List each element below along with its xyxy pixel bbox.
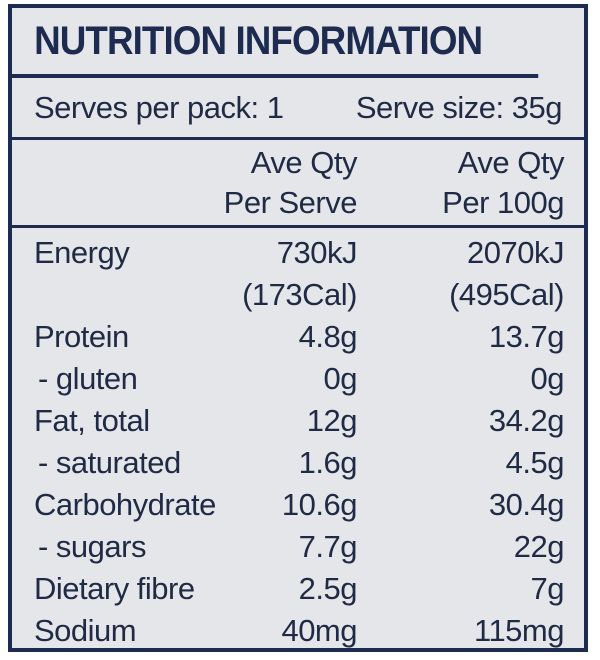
per-100g-value: 22g bbox=[513, 529, 565, 564]
row-sodium: Sodium 40mg 115mg bbox=[12, 610, 584, 652]
nutrient-rows: Energy 730kJ (173Cal) 2070kJ (495Cal) Pr… bbox=[12, 228, 584, 652]
per-100g-value: 2070kJ (495Cal) bbox=[357, 232, 564, 316]
nutrient-label: Carbohydrate bbox=[34, 487, 216, 522]
per-100g-value: 34.2g bbox=[488, 403, 565, 438]
nutrition-panel: NUTRITION INFORMATION Serves per pack: 1… bbox=[8, 4, 588, 652]
header-per-serve-line1: Ave Qty bbox=[250, 144, 358, 180]
row-carbohydrate: Carbohydrate 10.6g 30.4g bbox=[12, 484, 584, 526]
header-per-100g: Ave Qty Per 100g bbox=[357, 143, 564, 223]
per-100g-value: 7g bbox=[530, 571, 565, 606]
per-100g-value: 4.5g bbox=[505, 445, 565, 480]
nutrient-label: Fat, total bbox=[34, 403, 150, 438]
nutrient-label: - gluten bbox=[38, 361, 138, 396]
nutrient-label: Sodium bbox=[34, 613, 137, 648]
row-energy: Energy 730kJ (173Cal) 2070kJ (495Cal) bbox=[12, 232, 584, 316]
per-serve-value-kj: 730kJ bbox=[276, 235, 358, 270]
nutrient-label: - sugars bbox=[38, 529, 146, 564]
per-serve-value: 0g bbox=[323, 361, 358, 396]
per-serve-value: 10.6g bbox=[281, 487, 358, 522]
per-serve-value: 4.8g bbox=[298, 319, 358, 354]
per-serve-value: 40mg bbox=[281, 613, 357, 648]
per-100g-value: 30.4g bbox=[488, 487, 565, 522]
per-100g-value: 115mg bbox=[474, 613, 565, 648]
serves-per-pack: Serves per pack: 1 bbox=[34, 89, 284, 125]
panel-title: NUTRITION INFORMATION bbox=[12, 8, 539, 78]
per-serve-value: 730kJ (173Cal) bbox=[207, 232, 357, 316]
per-100g-value-cal: (495Cal) bbox=[449, 277, 564, 312]
nutrient-label: Energy bbox=[34, 235, 130, 270]
column-header-row: Ave Qty Per Serve Ave Qty Per 100g bbox=[12, 140, 584, 228]
row-sugars: - sugars 7.7g 22g bbox=[12, 526, 584, 568]
row-saturated: - saturated 1.6g 4.5g bbox=[12, 442, 584, 484]
header-per-100g-line2: Per 100g bbox=[442, 184, 564, 220]
nutrient-label: Protein bbox=[34, 319, 129, 354]
row-dietary-fibre: Dietary fibre 2.5g 7g bbox=[12, 568, 584, 610]
per-100g-value: 13.7g bbox=[488, 319, 565, 354]
serving-info-row: Serves per pack: 1 Serve size: 35g bbox=[12, 78, 584, 140]
per-serve-value-cal: (173Cal) bbox=[242, 277, 357, 312]
nutrient-label: Dietary fibre bbox=[34, 571, 195, 606]
per-100g-value: 0g bbox=[530, 361, 565, 396]
header-per-serve: Ave Qty Per Serve bbox=[207, 143, 358, 223]
row-fat-total: Fat, total 12g 34.2g bbox=[12, 400, 584, 442]
nutrient-label: - saturated bbox=[38, 445, 181, 480]
per-serve-value: 12g bbox=[306, 403, 358, 438]
header-per-100g-line1: Ave Qty bbox=[457, 144, 565, 180]
per-serve-value: 2.5g bbox=[298, 571, 358, 606]
per-serve-value: 1.6g bbox=[298, 445, 358, 480]
header-per-serve-line2: Per Serve bbox=[223, 184, 358, 220]
per-100g-value-kj: 2070kJ bbox=[467, 235, 564, 270]
serve-size: Serve size: 35g bbox=[355, 89, 563, 125]
row-gluten: - gluten 0g 0g bbox=[12, 358, 584, 400]
per-serve-value: 7.7g bbox=[298, 529, 358, 564]
row-protein: Protein 4.8g 13.7g bbox=[12, 316, 584, 358]
